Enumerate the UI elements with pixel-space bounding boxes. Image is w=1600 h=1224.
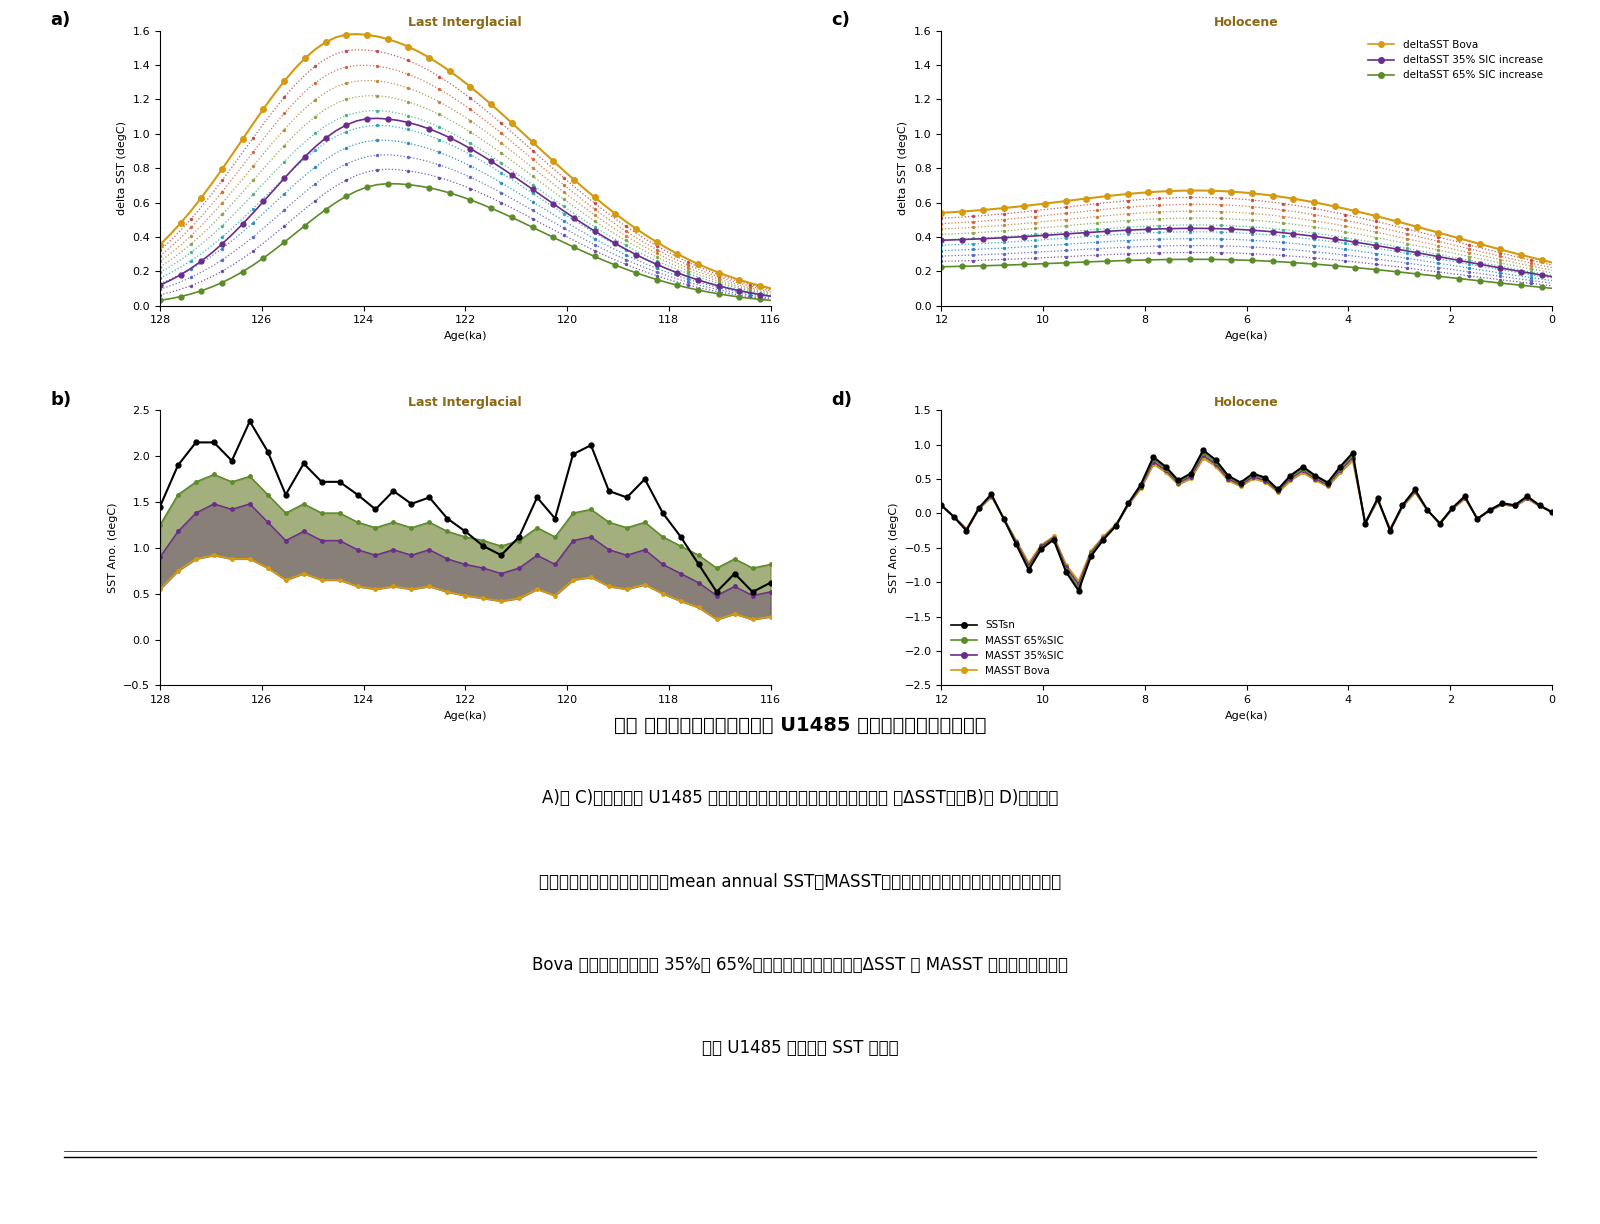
Text: A)和 C)为海温指标 U1485 分别在末次间冰期和全新世的季节性偏差 （ΔSST）；B)和 D)分别为末: A)和 C)为海温指标 U1485 分别在末次间冰期和全新世的季节性偏差 （ΔS… [542,789,1058,808]
Title: Last Interglacial: Last Interglacial [408,397,522,409]
Y-axis label: SST Ano. (degC): SST Ano. (degC) [890,503,899,594]
Text: d): d) [832,390,853,409]
Title: Holocene: Holocene [1214,16,1278,29]
X-axis label: Age(ka): Age(ka) [443,711,486,721]
Text: 图二 海冰对定量评估温度指标 U1485 季节偏差和年均温的影响: 图二 海冰对定量评估温度指标 U1485 季节偏差和年均温的影响 [614,716,986,736]
Title: Holocene: Holocene [1214,397,1278,409]
Legend: deltaSST Bova, deltaSST 35% SIC increase, deltaSST 65% SIC increase: deltaSST Bova, deltaSST 35% SIC increase… [1365,35,1547,84]
Legend: SSTsn, MASST 65%SIC, MASST 35%SIC, MASST Bova: SSTsn, MASST 65%SIC, MASST 35%SIC, MASST… [947,616,1069,681]
Y-axis label: delta SST (degC): delta SST (degC) [899,121,909,215]
Y-axis label: delta SST (degC): delta SST (degC) [117,121,126,215]
Text: b): b) [50,390,72,409]
Title: Last Interglacial: Last Interglacial [408,16,522,29]
Text: Bova 等原始的以及考虑 35%和 65%的南极海冰面积扩张后的ΔSST 和 MASST 变化，黑色为未处: Bova 等原始的以及考虑 35%和 65%的南极海冰面积扩张后的ΔSST 和 … [531,956,1069,974]
Text: a): a) [50,11,70,29]
X-axis label: Age(ka): Age(ka) [443,330,486,341]
X-axis label: Age(ka): Age(ka) [1226,711,1269,721]
Text: 理的 U1485 原始海温 SST 变化。: 理的 U1485 原始海温 SST 变化。 [702,1039,898,1058]
Text: c): c) [832,11,851,29]
Text: 次间冰期和全新世的年均温（mean annual SST，MASST）变化。黄色，紫色和绿色曲线分别代表: 次间冰期和全新世的年均温（mean annual SST，MASST）变化。黄色… [539,873,1061,891]
Y-axis label: SST Ano. (degC): SST Ano. (degC) [107,503,118,594]
X-axis label: Age(ka): Age(ka) [1226,330,1269,341]
